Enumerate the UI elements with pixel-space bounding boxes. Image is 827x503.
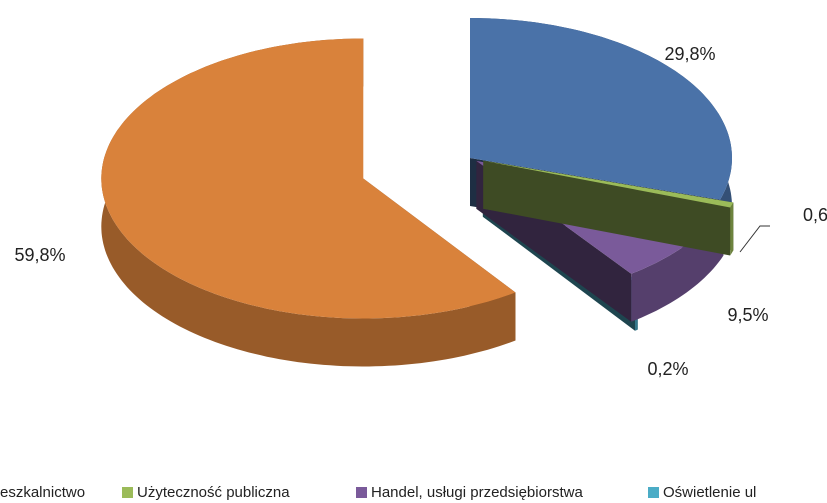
slice bbox=[101, 38, 516, 367]
leader-line bbox=[739, 225, 770, 253]
data-label: 9,5% bbox=[727, 305, 768, 325]
slice-top bbox=[483, 160, 734, 208]
slice-top bbox=[470, 18, 732, 200]
legend-label: Użyteczność publiczna bbox=[137, 484, 290, 501]
legend-label: Oświetlenie ul bbox=[663, 484, 756, 501]
legend-label: Handel, usługi przedsiębiorstwa bbox=[371, 484, 583, 501]
slice-rim bbox=[101, 38, 516, 367]
data-label: 59,8% bbox=[14, 245, 65, 265]
legend-swatch bbox=[356, 487, 367, 498]
slice-side bbox=[483, 160, 731, 256]
data-label: 29,8% bbox=[664, 44, 715, 64]
slice-rim bbox=[730, 202, 734, 256]
legend-swatch bbox=[648, 487, 659, 498]
slice bbox=[483, 160, 734, 256]
data-label: 0,6% bbox=[803, 205, 827, 225]
legend-label: eszkalnictwo bbox=[0, 484, 85, 501]
slice-top bbox=[101, 38, 516, 319]
data-label: 0,2% bbox=[647, 359, 688, 379]
legend-swatch bbox=[122, 487, 133, 498]
